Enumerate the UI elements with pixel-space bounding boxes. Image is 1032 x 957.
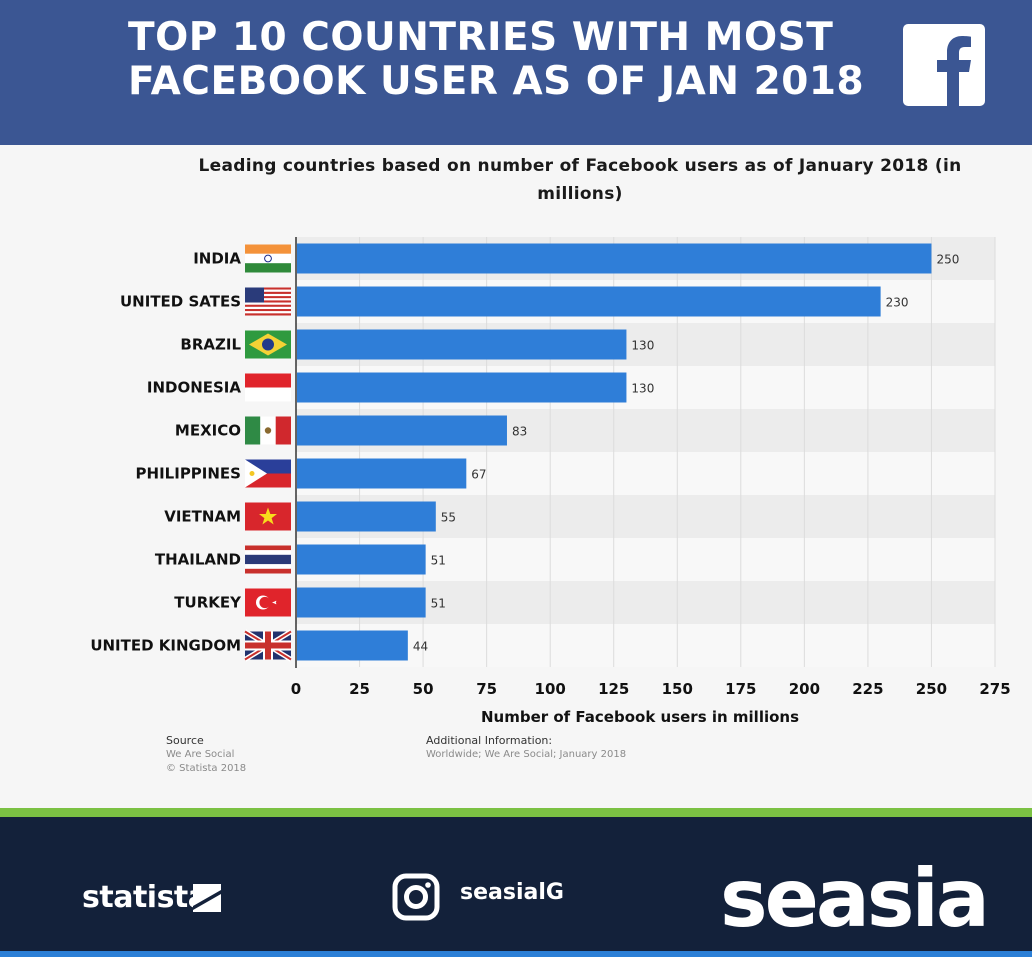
value-label: 130	[631, 339, 654, 353]
category-label: INDONESIA	[147, 379, 242, 397]
source-line-1: We Are Social	[166, 749, 235, 760]
vietnam-flag-icon	[245, 502, 291, 531]
x-tick-label: 0	[291, 680, 301, 698]
x-tick-label: 200	[789, 680, 820, 698]
thailand-flag-icon	[245, 545, 291, 574]
x-tick-label: 25	[349, 680, 370, 698]
category-label: INDIA	[193, 250, 241, 268]
flags	[243, 244, 293, 662]
category-label: UNITED SATES	[120, 293, 241, 311]
category-label: UNITED KINGDOM	[90, 637, 241, 655]
x-tick-label: 50	[413, 680, 434, 698]
statista-label: statista	[82, 880, 208, 915]
bar	[297, 587, 426, 618]
bar	[297, 286, 881, 317]
source-heading: Source	[166, 734, 204, 747]
x-tick-label: 100	[535, 680, 566, 698]
green-divider	[0, 808, 1032, 817]
x-tick-label: 175	[725, 680, 756, 698]
brazil-flag-icon	[245, 330, 291, 359]
statista-mark-icon	[193, 884, 221, 912]
usa-flag-icon	[245, 287, 291, 316]
source-line-2: © Statista 2018	[166, 763, 247, 774]
x-tick-label: 275	[979, 680, 1010, 698]
x-tick-label: 125	[598, 680, 629, 698]
source-block: Source We Are Social © Statista 2018	[166, 734, 246, 776]
india-flag-icon	[245, 244, 291, 273]
bar	[297, 458, 467, 489]
bar	[297, 372, 627, 403]
value-label: 230	[886, 296, 909, 310]
value-label: 51	[431, 597, 446, 611]
x-tick-label: 250	[916, 680, 947, 698]
x-tick-label: 150	[662, 680, 693, 698]
row-band	[296, 624, 995, 667]
x-axis-title: Number of Facebook users in millions	[481, 708, 799, 726]
x-tick-label: 225	[852, 680, 883, 698]
category-label: BRAZIL	[180, 336, 241, 354]
bar	[297, 329, 627, 360]
uk-flag-icon	[243, 629, 293, 662]
bars	[297, 243, 932, 661]
turkey-flag-icon	[245, 588, 291, 617]
value-label: 44	[413, 640, 428, 654]
mexico-flag-icon	[245, 416, 291, 445]
header-banner	[0, 0, 1032, 145]
value-label: 250	[936, 253, 959, 267]
bar-chart: INDIA UNITED SATES BRAZIL INDONESIA MEXICO PH…	[90, 237, 1011, 726]
additional-info-block: Additional Information: Worldwide; We Ar…	[426, 734, 626, 762]
bar	[297, 544, 426, 575]
category-labels: INDIA UNITED SATES BRAZIL INDONESIA MEXICO PH…	[90, 250, 242, 655]
seasia-logo: seasia	[720, 852, 990, 945]
value-label: 83	[512, 425, 527, 439]
category-label: TURKEY	[174, 594, 242, 612]
category-label: MEXICO	[175, 422, 241, 440]
title-line-2: FACEBOOK USER AS OF JAN 2018	[128, 59, 865, 104]
bar	[297, 243, 932, 274]
indonesia-flag-icon	[245, 373, 291, 402]
x-axis-ticks: 0 25 50 75 100 125 150 175 200 225 250 275	[291, 680, 1011, 698]
instagram-handle: seasialG	[460, 880, 564, 905]
x-tick-label: 75	[476, 680, 497, 698]
philippines-flag-icon	[245, 459, 291, 488]
instagram-icon	[392, 873, 440, 921]
value-label: 51	[431, 554, 446, 568]
value-label: 67	[471, 468, 486, 482]
bar	[297, 501, 436, 532]
value-label: 130	[631, 382, 654, 396]
additional-info-heading: Additional Information:	[426, 734, 553, 747]
value-labels: 250 230 130 130 83 67 55 51 51 44	[413, 253, 960, 654]
chart-title: Leading countries based on number of Fac…	[198, 156, 962, 204]
category-label: VIETNAM	[164, 508, 241, 526]
category-label: THAILAND	[155, 551, 241, 569]
facebook-f-icon	[903, 24, 985, 106]
title-line-1: TOP 10 COUNTRIES WITH MOST	[128, 15, 834, 60]
infographic-title: TOP 10 COUNTRIES WITH MOST FACEBOOK USER…	[128, 16, 864, 104]
additional-info-line: Worldwide; We Are Social; January 2018	[426, 749, 627, 760]
value-label: 55	[441, 511, 456, 525]
blue-bottom-strip	[0, 951, 1032, 957]
footer	[0, 817, 1032, 957]
bar	[297, 630, 408, 661]
category-label: PHILIPPINES	[136, 465, 241, 483]
bar	[297, 415, 507, 446]
